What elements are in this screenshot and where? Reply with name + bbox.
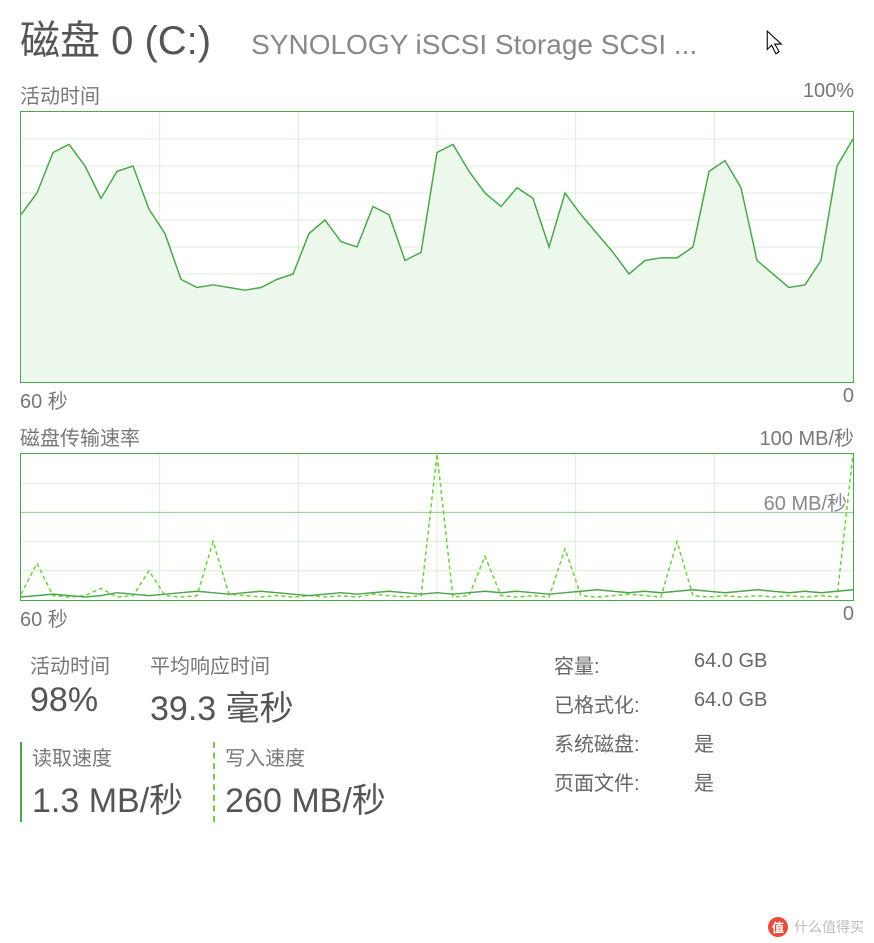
prop-system-disk: 系统磁盘: 是 xyxy=(554,728,854,757)
prop-formatted-value: 64.0 GB xyxy=(694,689,767,718)
chart1-xaxis-left: 60 秒 xyxy=(20,385,68,414)
transfer-chart: 60 MB/秒 xyxy=(20,453,854,601)
transfer-chart-block: 磁盘传输速率 100 MB/秒 60 MB/秒 60 秒 0 xyxy=(20,422,854,632)
stat-active-time-label: 活动时间 xyxy=(30,650,110,679)
chart2-label-right: 100 MB/秒 xyxy=(760,422,854,451)
chart2-xaxis-right: 0 xyxy=(843,603,854,632)
disk-subtitle: SYNOLOGY iSCSI Storage SCSI ... xyxy=(251,29,854,61)
stat-write-speed: 写入速度 260 MB/秒 xyxy=(213,742,386,822)
chart2-xaxis-left: 60 秒 xyxy=(20,603,68,632)
chart2-label-left: 磁盘传输速率 xyxy=(20,422,140,451)
prop-page-file-label: 页面文件: xyxy=(554,767,694,796)
chart1-label-left: 活动时间 xyxy=(20,80,100,109)
prop-system-disk-label: 系统磁盘: xyxy=(554,728,694,757)
stats-section: 活动时间 98% 平均响应时间 39.3 毫秒 读取速度 1.3 MB/秒 写入… xyxy=(20,650,854,834)
prop-capacity-value: 64.0 GB xyxy=(694,650,767,679)
chart1-xaxis-right: 0 xyxy=(843,385,854,414)
stat-read-speed-label: 读取速度 xyxy=(32,742,183,771)
prop-capacity-label: 容量: xyxy=(554,650,694,679)
activity-chart xyxy=(20,111,854,383)
stat-write-speed-value: 260 MB/秒 xyxy=(225,773,386,822)
stat-avg-response-value: 39.3 毫秒 xyxy=(150,681,294,730)
disk-title: 磁盘 0 (C:) xyxy=(20,8,211,66)
disk-properties: 容量: 64.0 GB 已格式化: 64.0 GB 系统磁盘: 是 页面文件: … xyxy=(554,650,854,834)
stat-read-speed: 读取速度 1.3 MB/秒 xyxy=(20,742,183,822)
watermark-icon: 值 xyxy=(768,917,788,937)
stats-left: 活动时间 98% 平均响应时间 39.3 毫秒 读取速度 1.3 MB/秒 写入… xyxy=(20,650,534,834)
stat-active-time: 活动时间 98% xyxy=(20,650,110,730)
watermark-text: 什么值得买 xyxy=(794,917,864,937)
prop-capacity: 容量: 64.0 GB xyxy=(554,650,854,679)
prop-page-file-value: 是 xyxy=(694,767,714,796)
stat-write-speed-label: 写入速度 xyxy=(225,742,386,771)
prop-formatted: 已格式化: 64.0 GB xyxy=(554,689,854,718)
stat-active-time-value: 98% xyxy=(30,681,110,720)
watermark: 值 什么值得买 xyxy=(768,917,864,937)
prop-system-disk-value: 是 xyxy=(694,728,714,757)
stat-avg-response-label: 平均响应时间 xyxy=(150,650,294,679)
prop-formatted-label: 已格式化: xyxy=(554,689,694,718)
chart1-label-right: 100% xyxy=(803,80,854,109)
stat-avg-response: 平均响应时间 39.3 毫秒 xyxy=(140,650,294,730)
activity-chart-block: 活动时间 100% 60 秒 0 xyxy=(20,80,854,414)
prop-page-file: 页面文件: 是 xyxy=(554,767,854,796)
header: 磁盘 0 (C:) SYNOLOGY iSCSI Storage SCSI ..… xyxy=(20,8,854,66)
ref-line-label: 60 MB/秒 xyxy=(764,487,847,516)
stat-read-speed-value: 1.3 MB/秒 xyxy=(32,773,183,822)
